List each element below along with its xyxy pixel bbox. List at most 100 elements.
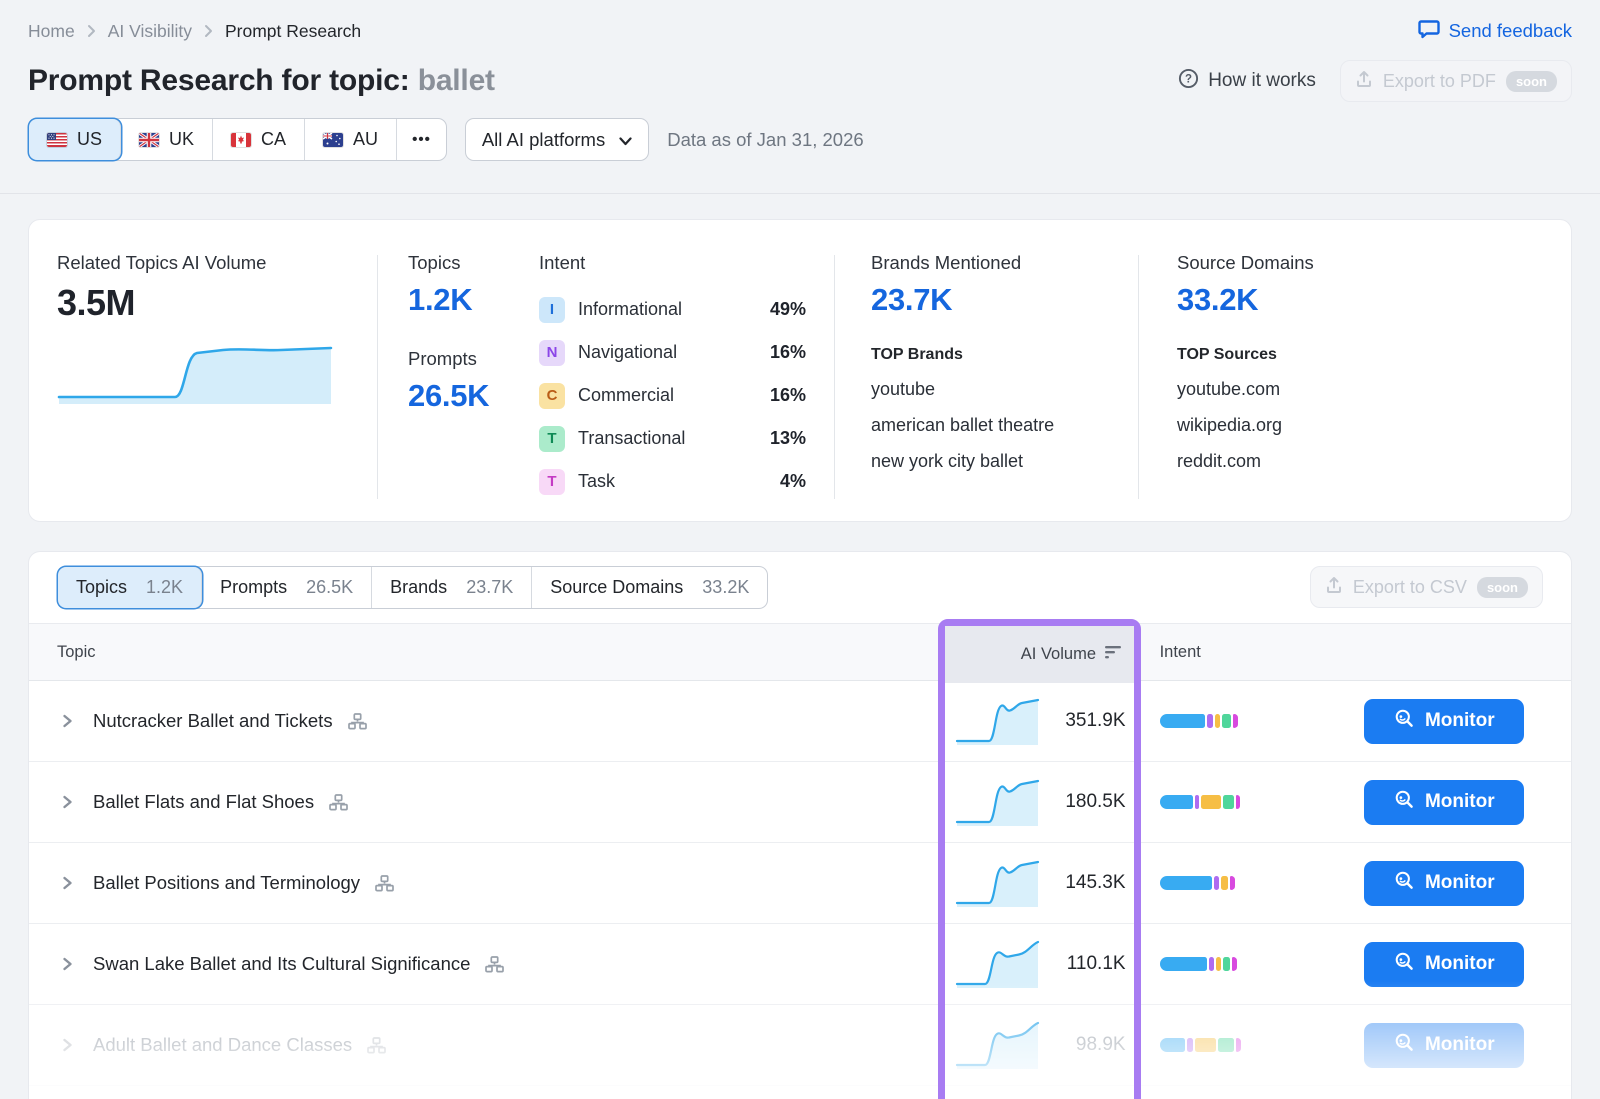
intent-segment-blue: [1159, 876, 1213, 890]
country-tab-au[interactable]: AU: [305, 119, 398, 160]
monitor-button-label: Monitor: [1424, 872, 1495, 893]
send-feedback-label: Send feedback: [1448, 20, 1572, 41]
top-source-item[interactable]: reddit.com: [1177, 451, 1262, 471]
flag-icon: [323, 132, 344, 147]
table-body: Nutcracker Ballet and Tickets 351.9K: [29, 681, 1571, 1086]
monitor-cell: Monitor: [1364, 941, 1571, 987]
intent-segment-magenta: [1233, 714, 1238, 728]
svg-text:?: ?: [1185, 73, 1192, 85]
sitemap-icon[interactable]: [347, 712, 367, 730]
related-topics-label: Related Topics AI Volume: [57, 252, 267, 273]
expand-chevron-icon[interactable]: [61, 793, 74, 811]
sources-block: Source Domains 33.2K TOP Sources youtube…: [1139, 220, 1571, 521]
intent-segment-magenta: [1235, 795, 1241, 809]
intent-cell: [1140, 714, 1365, 728]
topic-name: Swan Lake Ballet and Its Cultural Signif…: [93, 953, 471, 974]
table-tab-prompts[interactable]: Prompts 26.5K: [202, 567, 373, 608]
volume-sparkline: [955, 938, 1040, 995]
more-countries-button[interactable]: •••: [397, 119, 446, 160]
monitor-button[interactable]: Monitor: [1364, 779, 1525, 825]
column-ai-volume-header[interactable]: AI Volume: [945, 626, 1134, 683]
monitor-button[interactable]: Monitor: [1364, 698, 1525, 744]
country-tab-label: US: [77, 129, 103, 149]
expand-chevron-icon[interactable]: [61, 955, 74, 973]
intent-item: T Transactional 13%: [539, 417, 806, 460]
country-tab-us[interactable]: US: [29, 119, 122, 160]
top-source-item[interactable]: wikipedia.org: [1177, 415, 1283, 435]
monitor-button[interactable]: Monitor: [1364, 860, 1525, 906]
ai-platforms-value: All AI platforms: [481, 128, 606, 150]
intent-segment-yellow: [1215, 957, 1222, 971]
intent-segment-magenta: [1230, 876, 1236, 890]
soon-badge: soon: [1476, 576, 1528, 598]
topic-cell[interactable]: Swan Lake Ballet and Its Cultural Signif…: [29, 953, 937, 975]
related-topics-block: Related Topics AI Volume 3.5M: [29, 220, 377, 521]
breadcrumb-ai-visibility[interactable]: AI Visibility: [107, 20, 192, 41]
country-tab-uk[interactable]: UK: [121, 119, 214, 160]
intent-segment-yellow: [1194, 1038, 1216, 1052]
intent-item-percent: 49%: [769, 299, 806, 319]
top-brand-item[interactable]: american ballet theatre: [871, 415, 1055, 435]
how-it-works-link[interactable]: ? How it works: [1178, 68, 1316, 95]
breadcrumb-home[interactable]: Home: [28, 20, 75, 41]
intent-badge: T: [539, 468, 565, 495]
export-csv-button[interactable]: Export to CSV soon: [1309, 566, 1543, 608]
sitemap-icon[interactable]: [329, 793, 348, 811]
results-table-card: Topics 1.2K Prompts 26.5K Brands 23.7K Sour…: [28, 551, 1572, 1099]
monitor-magnifier-icon: [1394, 708, 1415, 735]
country-tab-ca[interactable]: CA: [213, 119, 306, 160]
top-brand-item[interactable]: youtube: [871, 379, 936, 399]
volume-sparkline: [955, 1019, 1040, 1076]
intent-item: C Commercial 16%: [539, 374, 806, 417]
sources-value: 33.2K: [1177, 282, 1259, 317]
export-pdf-button[interactable]: Export to PDF soon: [1339, 60, 1572, 102]
divider: [1138, 255, 1139, 499]
monitor-button[interactable]: Monitor: [1364, 941, 1525, 987]
monitor-button-label: Monitor: [1424, 1034, 1495, 1055]
topic-cell[interactable]: Ballet Flats and Flat Shoes: [29, 791, 937, 813]
intent-segment-magenta: [1232, 957, 1238, 971]
table-row: Ballet Positions and Terminology 145.3K: [29, 843, 1571, 924]
top-source-item[interactable]: youtube.com: [1177, 379, 1281, 399]
expand-chevron-icon[interactable]: [61, 874, 74, 892]
topic-cell[interactable]: Ballet Positions and Terminology: [29, 872, 937, 894]
ai-platforms-dropdown[interactable]: All AI platforms: [464, 118, 650, 161]
top-brands-label: TOP Brands: [871, 346, 963, 363]
table-tab-brands[interactable]: Brands 23.7K: [372, 567, 533, 608]
monitor-button[interactable]: Monitor: [1364, 1022, 1525, 1068]
ai-volume-value: 110.1K: [1066, 953, 1126, 974]
table-tab-topics[interactable]: Topics 1.2K: [58, 567, 203, 608]
page-header: Home AI Visibility Prompt Research Send …: [0, 0, 1600, 194]
chevron-right-icon: [204, 24, 213, 38]
topic-cell[interactable]: Nutcracker Ballet and Tickets: [29, 710, 937, 732]
feedback-bubble-icon: [1417, 19, 1440, 44]
expand-chevron-icon[interactable]: [61, 712, 74, 730]
table-row: Nutcracker Ballet and Tickets 351.9K: [29, 681, 1571, 762]
topic-name: ballet: [417, 64, 495, 97]
monitor-button-label: Monitor: [1424, 791, 1495, 812]
monitor-magnifier-icon: [1394, 1032, 1415, 1059]
expand-chevron-icon[interactable]: [61, 1036, 74, 1054]
intent-item-label: Navigational: [578, 342, 678, 362]
ai-volume-cell: 98.9K: [937, 1005, 1140, 1085]
sitemap-icon[interactable]: [367, 1036, 387, 1054]
topic-cell[interactable]: Adult Ballet and Dance Classes: [29, 1034, 937, 1056]
related-topics-value: 3.5M: [57, 282, 136, 323]
send-feedback-link[interactable]: Send feedback: [1417, 19, 1572, 44]
volume-sparkline: [955, 776, 1040, 833]
sitemap-icon[interactable]: [375, 874, 394, 892]
table-tab-source-domains[interactable]: Source Domains 33.2K: [532, 567, 767, 608]
sitemap-icon[interactable]: [485, 955, 505, 973]
intent-segment-yellow: [1214, 714, 1221, 728]
top-brand-item[interactable]: new york city ballet: [871, 451, 1024, 471]
chevron-down-icon: [619, 129, 632, 151]
monitor-cell: Monitor: [1364, 779, 1571, 825]
intent-segment-green: [1223, 795, 1234, 809]
table-row: Adult Ballet and Dance Classes 98.9K: [29, 1005, 1571, 1086]
intent-segment-green: [1222, 714, 1232, 728]
intent-item-percent: 4%: [779, 471, 806, 491]
monitor-magnifier-icon: [1394, 870, 1415, 897]
brands-block: Brands Mentioned 23.7K TOP Brands youtub…: [835, 220, 1138, 521]
how-it-works-label: How it works: [1208, 70, 1316, 91]
monitor-button-label: Monitor: [1424, 710, 1495, 731]
